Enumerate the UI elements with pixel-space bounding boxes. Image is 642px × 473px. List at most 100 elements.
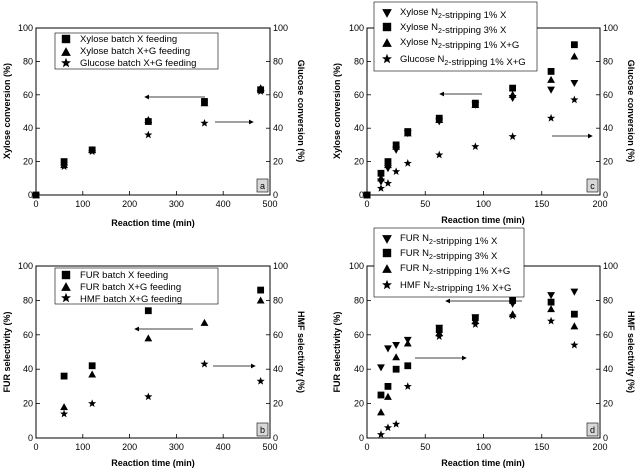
data-point: [435, 115, 444, 123]
y2-tick-label: 0: [273, 433, 278, 443]
data-point: [377, 174, 385, 182]
data-point: [392, 341, 401, 350]
y-tick-label: 100: [18, 261, 33, 271]
y-tick-label: 60: [23, 90, 33, 100]
panel-d: 0 50 100 150 200 0 20 40 60 80 100 0 20 40 60 80 100 F…: [332, 227, 636, 468]
y2-ticks: 0 20 40 60 80 100: [596, 23, 618, 200]
legend-item: FUR N2-stripping 1% X: [382, 233, 498, 247]
y-ticks: 0 20 40 60 80 100: [349, 261, 371, 443]
y-tick-label: 80: [354, 295, 364, 305]
y-tick-label: 60: [354, 90, 364, 100]
data-point: [144, 130, 153, 139]
legend-label: Glucose batch X+G feeding: [80, 58, 196, 69]
y2-tick-label: 80: [273, 56, 283, 66]
y-tick-label: 20: [354, 399, 364, 409]
y-tick-label: 60: [354, 330, 364, 340]
legend-symbol: [61, 57, 71, 68]
legend-item: HMF N2-stripping 1% X+G: [382, 279, 511, 294]
data-point: [144, 307, 152, 315]
y-tick-label: 0: [359, 433, 364, 443]
panel-id: c: [590, 181, 595, 191]
y2-tick-label: 40: [273, 123, 283, 133]
y2-tick-label: 80: [273, 295, 283, 305]
legend-label: Glucose N2-stripping 1% X+G: [400, 54, 526, 68]
data-point: [257, 286, 265, 294]
legend-label: HMF batch X+G feeding: [80, 294, 182, 305]
panel-id-box: [586, 422, 599, 437]
legend-symbol: [382, 9, 392, 18]
panel-id-box: [586, 178, 599, 193]
y2-tick-label: 20: [603, 157, 613, 167]
data-point: [60, 409, 69, 418]
legend-symbol: [382, 264, 392, 273]
legend-item: FUR N2-stripping 3% X: [382, 248, 498, 262]
plot-frame: [35, 27, 271, 196]
y-tick-label: 100: [349, 23, 364, 33]
data-point: [256, 87, 265, 95]
panel-id-box: [256, 178, 269, 193]
y2-tick-label: 60: [603, 330, 613, 340]
x-tick-label: 50: [420, 442, 430, 452]
x-tick-label: 150: [534, 199, 549, 209]
data-point: [547, 305, 555, 313]
y2-tick-label: 20: [273, 157, 283, 167]
data-point: [403, 129, 412, 137]
y2-tick-label: 0: [273, 190, 278, 200]
data-point: [384, 345, 392, 353]
x-tick-label: 200: [122, 442, 137, 452]
legend-label: FUR batch X+G feeding: [80, 282, 181, 293]
legend-label: Xylose batch X feeding: [80, 34, 177, 45]
data-point: [570, 52, 579, 60]
legend-symbol: [61, 34, 71, 44]
data-point: [392, 167, 401, 176]
x-tick-label: 400: [216, 442, 231, 452]
legend-symbol: [382, 53, 392, 64]
data-point: [570, 322, 579, 330]
legend-item: HMF batch X+G feeding: [61, 292, 182, 305]
y-tick-label: 20: [354, 157, 364, 167]
x-axis-label: Reaction time (min): [111, 458, 195, 468]
panel-a: 0 100 200 300 400 500 0 20 40 60 80 100 0 20 40 60 80 1…: [2, 23, 306, 228]
y2-axis-label: HMF selectivity (%): [626, 311, 636, 393]
plot-frame: [35, 265, 271, 439]
y-axis-label: Xylose conversion (%): [2, 63, 12, 159]
y2-axis-label: Glucose conversion (%): [626, 60, 636, 163]
x-tick-label: 500: [262, 442, 277, 452]
y2-tick-label: 60: [603, 90, 613, 100]
data-point: [508, 132, 517, 140]
data-point: [404, 362, 412, 370]
x-tick-label: 100: [476, 199, 491, 209]
data-point: [88, 362, 96, 370]
legend-label: Xylose batch X+G feeding: [80, 46, 190, 57]
legend-symbol: [382, 248, 392, 258]
y2-tick-label: 100: [273, 261, 288, 271]
legend-label: FUR N2-stripping 1% X: [400, 233, 498, 247]
data-point: [60, 403, 68, 411]
data-point: [547, 113, 556, 122]
legend-item: Xylose N2-stripping 3% X: [382, 22, 507, 36]
panel-id-box: [256, 422, 269, 437]
x-tick-label: 200: [122, 199, 137, 209]
data-point: [570, 41, 578, 49]
x-tick-label: 100: [476, 442, 491, 452]
data-point: [88, 399, 97, 408]
y-tick-label: 60: [23, 330, 33, 340]
data-point: [435, 150, 444, 159]
y2-tick-label: 0: [603, 433, 608, 443]
y2-tick-label: 0: [603, 190, 608, 200]
y2-axis-label: HMF selectivity (%): [296, 311, 306, 393]
data-point: [403, 159, 412, 167]
x-tick-label: 300: [169, 199, 184, 209]
legend-label: Xylose N2-stripping 1% X: [400, 7, 507, 21]
data-point: [377, 408, 385, 416]
data-point: [200, 118, 209, 127]
y2-tick-label: 40: [603, 123, 613, 133]
x-tick-label: 500: [262, 199, 277, 209]
x-tick-label: 200: [592, 442, 607, 452]
legend-box: [54, 32, 219, 70]
y2-tick-label: 80: [603, 295, 613, 305]
y-tick-label: 0: [28, 190, 33, 200]
data-point: [508, 311, 517, 320]
y-tick-label: 40: [23, 123, 33, 133]
legend-label: FUR batch X feeding: [80, 270, 168, 281]
